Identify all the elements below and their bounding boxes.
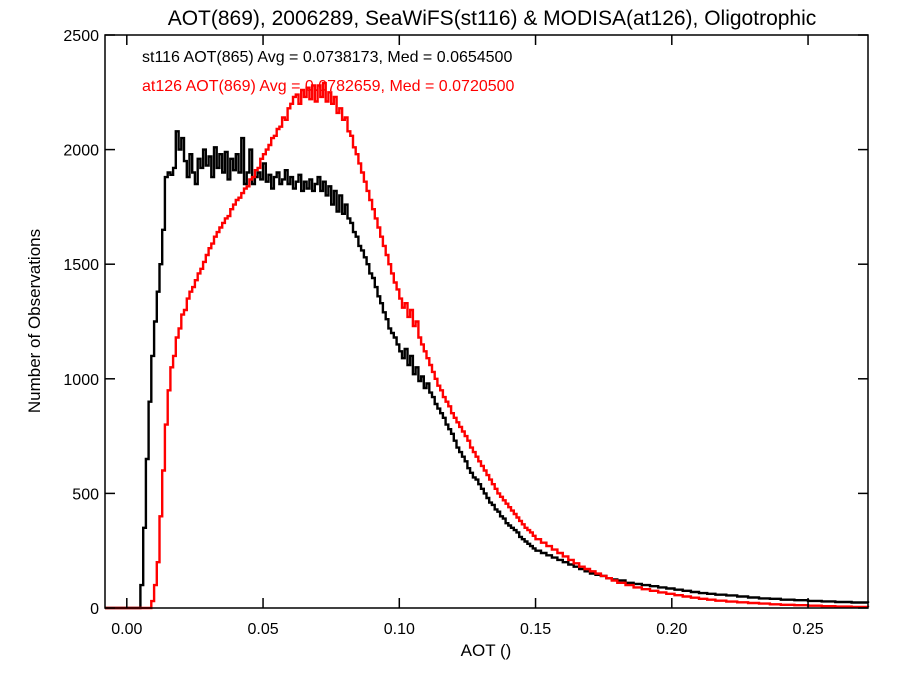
y-tick-label: 2000	[63, 143, 99, 160]
legend-entry-st116: st116 AOT(865) Avg = 0.0738173, Med = 0.…	[142, 49, 512, 66]
series-line-at126	[105, 81, 870, 610]
x-tick-label: 0.00	[111, 621, 142, 638]
x-axis-ticks: 0.00 0.05 0.10 0.15 0.20 0.25	[111, 35, 824, 638]
x-axis-label: AOT ()	[461, 641, 512, 660]
x-tick-label: 0.05	[247, 621, 278, 638]
y-axis-ticks: 0 500 1000 1500 2000 2500	[63, 28, 868, 618]
y-tick-label: 1500	[63, 257, 99, 274]
y-tick-label: 0	[90, 601, 99, 618]
y-axis-label: Number of Observations	[25, 229, 44, 413]
x-tick-label: 0.15	[520, 621, 551, 638]
y-tick-label: 500	[72, 486, 99, 503]
legend: st116 AOT(865) Avg = 0.0738173, Med = 0.…	[142, 49, 515, 95]
x-tick-label: 0.10	[384, 621, 415, 638]
plot-frame	[104, 34, 869, 609]
chart-title: AOT(869), 2006289, SeaWiFS(st116) & MODI…	[168, 7, 817, 30]
legend-entry-at126: at126 AOT(869) Avg = 0.0782659, Med = 0.…	[142, 78, 515, 95]
x-tick-label: 0.25	[792, 621, 823, 638]
x-tick-label: 0.20	[656, 621, 687, 638]
series-line-st116	[105, 130, 870, 610]
y-tick-label: 1000	[63, 372, 99, 389]
y-tick-label: 2500	[63, 28, 99, 45]
series-layer	[105, 81, 870, 610]
